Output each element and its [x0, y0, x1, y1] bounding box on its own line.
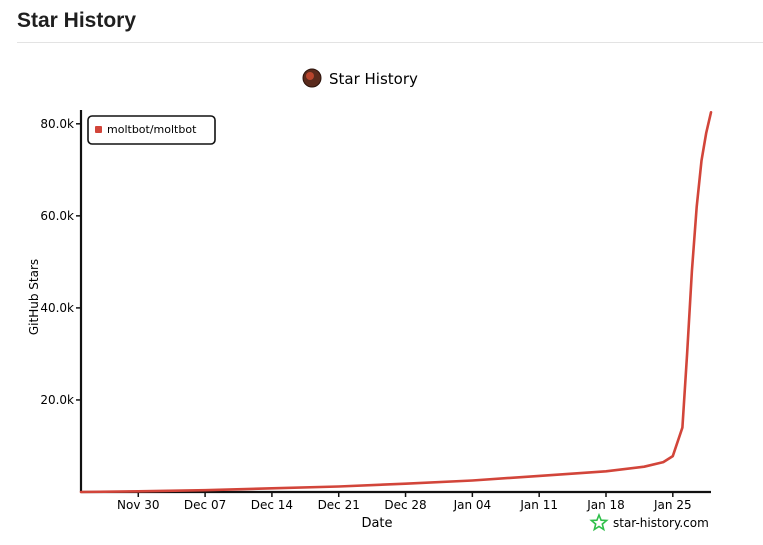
x-tick-label: Jan 25: [653, 498, 692, 512]
y-tick-label: 40.0k: [40, 301, 74, 315]
x-ticks: Nov 30 Dec 07 Dec 14 Dec 21 Dec 28 Jan 04 Jan …: [117, 492, 692, 512]
x-axis-label: Date: [361, 516, 392, 531]
chart-container: Star History 20.0k 40.0k 60.0k 80.0k Nov 30…: [0, 55, 763, 541]
legend-box: [87, 115, 216, 145]
x-tick-label: Dec 21: [318, 498, 360, 512]
y-tick-label: 80.0k: [40, 117, 74, 131]
x-tick-label: Dec 14: [251, 498, 293, 512]
watermark-text: star-history.com: [613, 516, 709, 530]
chart-title: Star History: [329, 70, 418, 88]
repo-avatar-highlight: [306, 72, 314, 80]
x-tick-label: Jan 04: [453, 498, 492, 512]
page-header: Star History: [17, 6, 763, 43]
page-title: Star History: [17, 9, 137, 32]
watermark: star-history.com: [589, 512, 709, 532]
y-tick-label: 60.0k: [40, 209, 74, 223]
legend-label: moltbot/moltbot: [107, 123, 197, 136]
legend-swatch: [95, 126, 102, 133]
chart-title-group: Star History: [302, 68, 418, 88]
y-ticks: 20.0k 40.0k 60.0k 80.0k: [40, 117, 81, 407]
y-axis-label: GitHub Stars: [27, 259, 41, 335]
star-history-logo-icon: [589, 512, 609, 532]
series-line-moltbot: [79, 111, 713, 494]
star-history-chart: Star History 20.0k 40.0k 60.0k 80.0k Nov 30…: [27, 68, 713, 532]
x-tick-label: Dec 28: [384, 498, 426, 512]
legend: moltbot/moltbot: [87, 115, 216, 145]
y-tick-label: 20.0k: [40, 393, 74, 407]
x-tick-label: Jan 11: [519, 498, 558, 512]
x-tick-label: Jan 18: [586, 498, 625, 512]
x-tick-label: Dec 07: [184, 498, 226, 512]
x-tick-label: Nov 30: [117, 498, 160, 512]
